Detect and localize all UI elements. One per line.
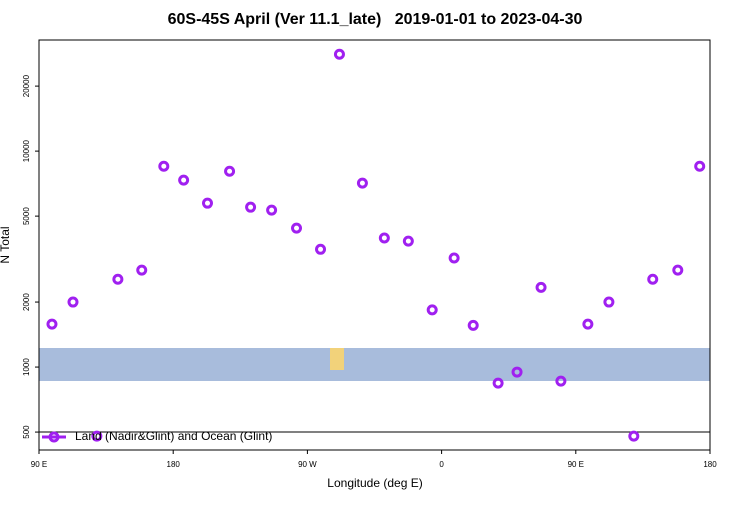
x-tick-label: 180: [167, 460, 181, 469]
point: [647, 273, 659, 285]
point: [91, 430, 103, 442]
x-tick-label: 180: [703, 460, 717, 469]
y-tick-label: 2000: [22, 293, 31, 311]
point: [178, 174, 190, 186]
point: [291, 222, 303, 234]
point: [628, 430, 640, 442]
y-tick-label: 1000: [22, 358, 31, 376]
legend-marker: [48, 431, 60, 443]
point: [448, 252, 460, 264]
point: [333, 48, 345, 60]
point: [112, 273, 124, 285]
y-tick-label: 5000: [22, 207, 31, 225]
y-tick-label: 500: [22, 425, 31, 439]
plot-frame: [38, 39, 711, 451]
point: [245, 201, 257, 213]
point: [266, 204, 278, 216]
land-patch: [330, 348, 344, 370]
point: [378, 232, 390, 244]
point: [492, 377, 504, 389]
point: [694, 160, 706, 172]
point: [426, 304, 438, 316]
map-strip: [39, 348, 710, 381]
point: [136, 264, 148, 276]
x-tick-label: 90 E: [31, 460, 47, 469]
y-axis-label: N Total: [0, 226, 12, 263]
point: [511, 366, 523, 378]
point: [67, 296, 79, 308]
point: [201, 197, 213, 209]
point: [356, 177, 368, 189]
x-tick-label: 90 W: [298, 460, 317, 469]
point: [46, 318, 58, 330]
chart-title: 60S-45S April (Ver 11.1_late) 2019-01-01…: [168, 11, 583, 28]
point: [402, 235, 414, 247]
y-tick-label: 20000: [22, 74, 31, 97]
x-tick-label: 0: [439, 460, 444, 469]
point: [582, 318, 594, 330]
x-tick-label: 90 E: [568, 460, 584, 469]
point: [672, 264, 684, 276]
x-axis-label: Longitude (deg E): [327, 476, 422, 490]
y-tick-label: 10000: [22, 139, 31, 162]
point: [467, 319, 479, 331]
point: [555, 375, 567, 387]
legend-label: Land (Nadir&Glint) and Ocean (Glint): [75, 429, 272, 443]
point: [224, 165, 236, 177]
point: [535, 281, 547, 293]
point: [158, 160, 170, 172]
point: [315, 243, 327, 255]
point: [603, 296, 615, 308]
